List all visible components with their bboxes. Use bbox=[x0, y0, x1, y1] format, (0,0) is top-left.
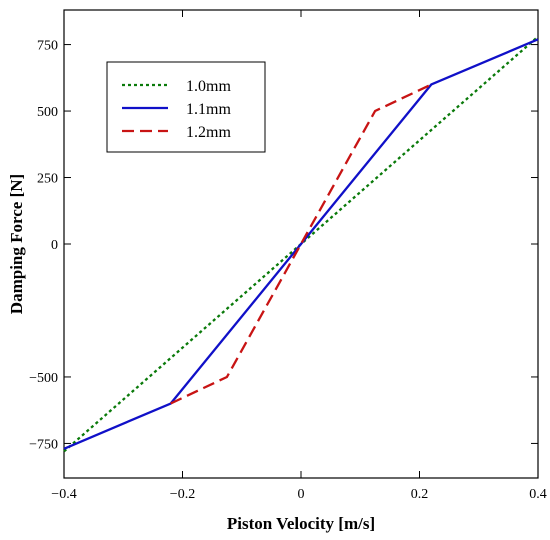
series-line-1-2mm bbox=[170, 83, 432, 405]
legend-label: 1.1mm bbox=[186, 101, 231, 118]
x-axis-title: Piston Velocity [m/s] bbox=[227, 514, 375, 533]
x-tick-label: 0.2 bbox=[411, 487, 429, 502]
y-axis-title: Damping Force [N] bbox=[7, 174, 26, 314]
axis-ticks: −0.4 −0.2 0 0.2 0.4 −750 −500 0 250 500 750 bbox=[29, 10, 547, 502]
y-tick-label: 500 bbox=[37, 105, 58, 120]
legend: 1.0mm 1.1mm 1.2mm bbox=[106, 61, 266, 153]
x-tick-label: 0.4 bbox=[529, 487, 547, 502]
x-tick-label: 0 bbox=[298, 487, 305, 502]
y-tick-label: 750 bbox=[37, 39, 58, 54]
x-tick-label: −0.2 bbox=[170, 487, 195, 502]
y-tick-label: 250 bbox=[37, 172, 58, 187]
series-line-1-1mm bbox=[63, 38, 539, 450]
legend-label: 1.2mm bbox=[186, 124, 231, 141]
y-tick-label: −750 bbox=[29, 437, 58, 452]
y-tick-label: −500 bbox=[29, 371, 58, 386]
y-tick-label: 0 bbox=[51, 238, 58, 253]
x-tick-label: −0.4 bbox=[51, 487, 76, 502]
series-lines bbox=[63, 35, 539, 453]
legend-label: 1.0mm bbox=[186, 78, 231, 95]
